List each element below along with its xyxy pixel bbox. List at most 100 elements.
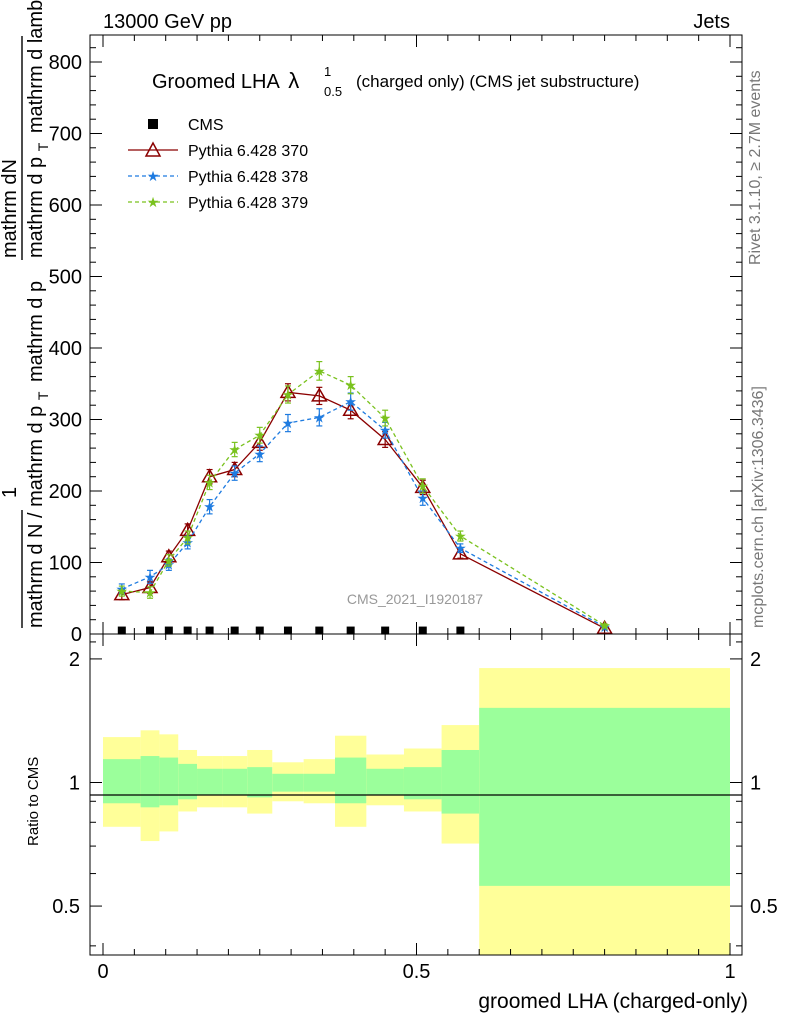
ratio-x-tick-label: 1	[724, 961, 735, 983]
data-point-pythia-6-428-378: ★	[313, 409, 326, 425]
data-point-pythia-6-428-379: ★	[454, 528, 467, 544]
data-point-pythia-6-428-378: ★	[253, 446, 266, 462]
plot-title-sub: 0.5	[324, 84, 342, 99]
main-y-tick-label: 500	[49, 267, 82, 289]
main-y-tick-label: 400	[49, 338, 82, 360]
y-label-den-text: mathrm d p	[25, 157, 47, 258]
stat-uncertainty-band	[303, 773, 335, 792]
data-point-pythia-6-428-379: ★	[144, 585, 157, 601]
data-point-pythia-6-428-370	[342, 401, 359, 416]
data-point-pythia-6-428-370	[376, 431, 394, 446]
stat-uncertainty-band	[103, 759, 141, 804]
data-point-cms	[456, 626, 465, 635]
plot-title: Groomed LHA λ	[152, 68, 299, 93]
main-series-layer: ★★★★★★★★★★★★★★★★★★★★★★★★★★★★	[113, 360, 613, 635]
main-y-tick-label: 100	[49, 553, 82, 575]
data-point-pythia-6-428-379: ★	[116, 583, 129, 599]
ratio-y-tick-label: 1	[69, 772, 80, 794]
plot-subtitle: (charged only) (CMS jet substructure)	[356, 72, 639, 91]
data-point-cms	[346, 626, 355, 635]
stat-uncertainty-band	[479, 707, 730, 886]
y-label-front: mathrm d N / mathrm d p T mathrm d p	[25, 281, 53, 628]
data-point-cms	[418, 626, 427, 635]
rivet-note: Rivet 3.1.10, ≥ 2.7M events	[747, 70, 764, 265]
series-line-pythia-6-428-378	[121, 400, 605, 628]
y-label-front-tail: mathrm d p	[25, 281, 47, 382]
data-point-pythia-6-428-378: ★	[416, 490, 429, 506]
main-y-axis-label: 1 mathrm dN mathrm d p T mathrm d lambda…	[0, 0, 53, 628]
ratio-x-tick-label: 0.5	[403, 961, 431, 983]
stat-uncertainty-band	[178, 763, 198, 800]
data-point-pythia-6-428-379: ★	[253, 427, 266, 443]
category-label: Jets	[693, 11, 730, 33]
stat-uncertainty-band	[272, 773, 304, 792]
stat-uncertainty-band	[334, 757, 367, 804]
y-label-num-text: mathrm dN	[0, 159, 21, 258]
legend-marker-370	[144, 141, 162, 157]
ratio-y-tick-label-right: 1	[750, 772, 761, 794]
main-y-tick-label: 700	[49, 124, 82, 146]
y-label-num: mathrm dN	[0, 159, 21, 258]
data-point-pythia-6-428-379: ★	[163, 552, 176, 568]
data-point-pythia-6-428-379: ★	[313, 363, 326, 379]
legend-marker-378: ★	[147, 168, 160, 184]
data-point-pythia-6-428-370	[311, 387, 328, 402]
main-y-tick-labels: 0 100 200 300 400 500 600 700 800	[49, 52, 82, 646]
ratio-y-tick-label-right: 2	[750, 649, 761, 671]
data-point-pythia-6-428-378: ★	[228, 465, 241, 481]
analysis-id: CMS_2021_I1920187	[347, 591, 483, 607]
series-line-pythia-6-428-370	[121, 391, 605, 629]
x-axis-label: groomed LHA (charged-only)	[478, 990, 748, 1013]
data-point-pythia-6-428-378: ★	[282, 415, 295, 431]
legend-marker-cms	[148, 119, 158, 129]
data-point-cms	[205, 626, 214, 635]
y-label-den-tail: mathrm d lambda	[25, 0, 47, 133]
stat-uncertainty-band	[366, 768, 404, 796]
data-point-pythia-6-428-379: ★	[344, 377, 357, 393]
y-label-den-sub: T	[35, 142, 51, 151]
data-point-cms	[315, 626, 324, 635]
data-point-pythia-6-428-370	[113, 586, 131, 601]
data-point-pythia-6-428-378: ★	[144, 569, 157, 585]
y-label-den: mathrm d p T mathrm d lambda	[25, 0, 53, 258]
data-point-pythia-6-428-379: ★	[181, 529, 194, 545]
data-point-cms	[255, 626, 264, 635]
legend-label-378: Pythia 6.428 378	[188, 169, 308, 186]
data-point-cms	[283, 626, 292, 635]
legend-label-370: Pythia 6.428 370	[188, 143, 308, 160]
main-y-tick-label: 0	[71, 624, 82, 646]
stat-uncertainty-band	[403, 767, 442, 800]
main-y-tick-label: 800	[49, 52, 82, 74]
series-line-pythia-6-428-379	[121, 370, 605, 626]
data-point-pythia-6-428-378: ★	[454, 540, 467, 556]
stat-uncertainty-band	[159, 757, 179, 806]
main-y-tick-label: 200	[49, 481, 82, 503]
data-point-pythia-6-428-379: ★	[379, 410, 392, 426]
data-point-pythia-6-428-370	[452, 545, 469, 560]
data-point-pythia-6-428-378: ★	[379, 422, 392, 438]
plot-title-text: Groomed LHA	[152, 71, 280, 93]
plot-title-sup: 1	[324, 64, 331, 79]
legend-label-379: Pythia 6.428 379	[188, 195, 308, 212]
legend: CMS Pythia 6.428 370 ★ Pythia 6.428 378 …	[128, 117, 308, 212]
ratio-bands-layer	[103, 668, 730, 955]
data-point-pythia-6-428-379: ★	[598, 617, 611, 633]
legend-marker-379: ★	[147, 194, 160, 210]
stat-uncertainty-band	[197, 768, 223, 796]
data-point-pythia-6-428-379: ★	[228, 442, 241, 458]
ratio-y-tick-label-right: 0.5	[750, 896, 778, 918]
main-axis-ticks	[90, 35, 742, 635]
data-point-pythia-6-428-370	[596, 619, 613, 635]
y-label-num-small: 1	[0, 487, 21, 498]
ratio-panel: 0.5 0.51 12 2 0 0.5 1 Ratio to CMS groomed LH…	[25, 633, 778, 1013]
data-point-cms	[230, 626, 239, 635]
data-point-cms	[146, 626, 155, 635]
data-point-pythia-6-428-379: ★	[416, 478, 429, 494]
stat-uncertainty-band	[140, 756, 160, 808]
ratio-x-tick-labels: 0 0.5 1	[97, 961, 735, 983]
main-y-tick-label: 600	[49, 195, 82, 217]
data-point-pythia-6-428-378: ★	[344, 394, 357, 410]
data-point-cms	[164, 626, 173, 635]
ratio-x-tick-label: 0	[97, 961, 108, 983]
